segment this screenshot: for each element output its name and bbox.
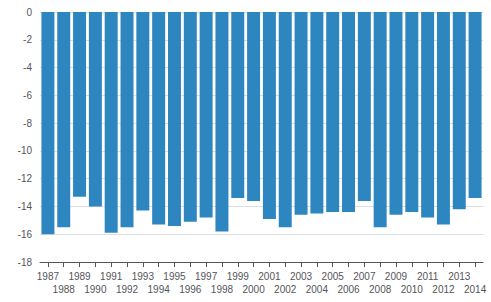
- svg-text:1998: 1998: [211, 284, 234, 295]
- svg-text:2009: 2009: [385, 271, 408, 282]
- svg-text:2008: 2008: [369, 284, 392, 295]
- svg-text:1997: 1997: [195, 271, 218, 282]
- svg-text:0: 0: [26, 7, 32, 18]
- svg-text:2002: 2002: [274, 284, 297, 295]
- svg-text:1992: 1992: [116, 284, 139, 295]
- svg-text:1994: 1994: [148, 284, 171, 295]
- svg-text:2005: 2005: [322, 271, 345, 282]
- svg-text:1995: 1995: [163, 271, 186, 282]
- svg-text:1993: 1993: [132, 271, 155, 282]
- svg-text:2013: 2013: [448, 271, 471, 282]
- svg-text:2012: 2012: [432, 284, 455, 295]
- svg-text:2000: 2000: [242, 284, 265, 295]
- svg-text:1988: 1988: [53, 284, 76, 295]
- svg-text:1987: 1987: [37, 271, 60, 282]
- svg-text:2003: 2003: [290, 271, 313, 282]
- svg-text:1991: 1991: [100, 271, 123, 282]
- svg-text:-14: -14: [18, 201, 33, 212]
- svg-text:2006: 2006: [337, 284, 360, 295]
- svg-text:1990: 1990: [84, 284, 107, 295]
- svg-text:2011: 2011: [417, 271, 439, 282]
- svg-text:-6: -6: [23, 90, 32, 101]
- svg-text:-16: -16: [18, 229, 33, 240]
- svg-text:-12: -12: [18, 173, 33, 184]
- svg-text:2010: 2010: [401, 284, 424, 295]
- svg-text:2004: 2004: [306, 284, 329, 295]
- svg-text:-4: -4: [23, 62, 32, 73]
- svg-text:1996: 1996: [179, 284, 202, 295]
- svg-text:-10: -10: [18, 145, 33, 156]
- svg-text:2007: 2007: [353, 271, 376, 282]
- svg-text:-8: -8: [23, 118, 32, 129]
- svg-text:-2: -2: [23, 34, 32, 45]
- svg-text:-18: -18: [18, 257, 33, 268]
- svg-text:2001: 2001: [258, 271, 281, 282]
- svg-text:1999: 1999: [227, 271, 250, 282]
- svg-text:1989: 1989: [68, 271, 91, 282]
- svg-text:2014: 2014: [464, 284, 487, 295]
